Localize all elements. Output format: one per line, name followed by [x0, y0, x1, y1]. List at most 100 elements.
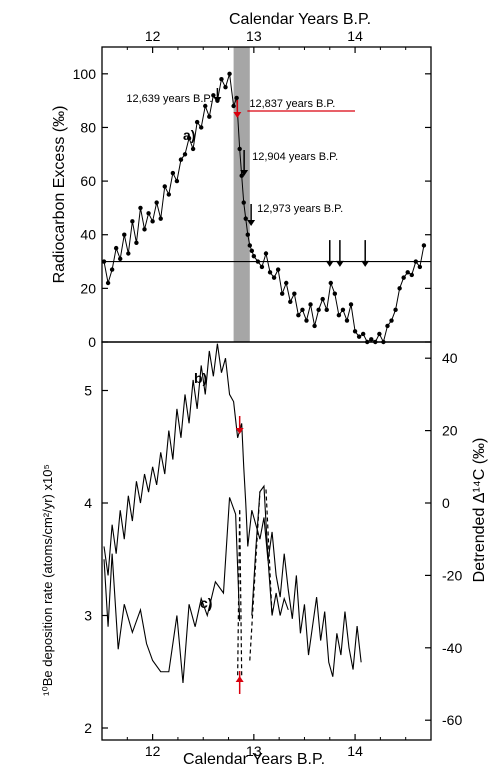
panel-a-data-point	[369, 337, 374, 342]
panel-a-extra-arrow-head	[325, 260, 334, 267]
panel-a-data-point	[239, 173, 244, 178]
panel-b-y-tick-label: -20	[442, 567, 462, 583]
panel-a-data-point	[304, 318, 309, 323]
panel-a-data-point	[320, 296, 325, 302]
panel-a-data-point	[211, 93, 216, 98]
panel-a-data-point	[178, 157, 184, 162]
panel-a-data-point	[267, 270, 273, 275]
annotation-12904: 12,904 years B.P.	[252, 151, 338, 163]
panel-a-extra-arrow-head	[361, 260, 370, 267]
panel-a-data-point	[249, 248, 255, 254]
panel-c-y-tick-label: 4	[84, 495, 92, 511]
panel-a-data-point	[118, 256, 123, 262]
panel-a-data-point	[393, 307, 398, 313]
panel-a-data-point	[126, 251, 131, 256]
panel-a-y-tick-label: 100	[73, 66, 97, 82]
panel-a-data-point	[158, 216, 163, 221]
panel-a-data-point	[194, 119, 200, 125]
panel-a-data-point	[231, 103, 236, 109]
panel-c-y-tick-label: 3	[84, 608, 92, 624]
panel-a-data-point	[308, 302, 313, 307]
panel-a-y-axis-title: Radiocarbon Excess (‰)	[51, 106, 68, 284]
panel-b-y-axis-title: Detrended Δ¹⁴C (‰)	[471, 438, 488, 583]
panel-a-data-point	[259, 264, 265, 270]
panel-a-extra-arrow-head	[335, 260, 344, 267]
panel-a-data-point	[113, 245, 119, 251]
annotation-12973-arrow-head	[247, 220, 256, 226]
top-x-tick-label: 13	[246, 28, 262, 44]
panel-a-data-point	[237, 146, 242, 152]
annotation-12904-arrow-head	[240, 170, 249, 176]
panel-a-data-point	[397, 286, 402, 291]
panel-a-data-point	[409, 272, 414, 278]
panel-a-data-point	[373, 339, 378, 345]
top-x-axis-title: Calendar Years B.P.	[229, 11, 371, 28]
panel-a-y-tick-label: 60	[80, 173, 96, 189]
panel-a-data-point	[385, 323, 390, 329]
panel-b-y-tick-label: -40	[442, 640, 462, 656]
panel-a-data-point	[162, 184, 167, 189]
panel-a-data-point	[344, 318, 350, 323]
panel-a-data-point	[247, 243, 252, 248]
annotation-12837: 12,837 years B.P.	[249, 98, 335, 110]
panel-a-data-point	[284, 280, 289, 286]
panel-a-data-point	[182, 152, 188, 157]
panel-a-data-point	[186, 135, 192, 141]
panel-a-data-point	[340, 307, 346, 313]
panel-c-y-tick-label: 2	[84, 720, 92, 736]
panel-a-label: a)	[183, 127, 195, 143]
panel-a-data-point	[241, 200, 246, 205]
panel-a-data-point	[150, 219, 155, 224]
panel-a-data-point	[166, 192, 172, 197]
panel-a-data-point	[105, 280, 111, 286]
panel-a-data-point	[207, 114, 212, 119]
panel-a-data-point	[101, 259, 107, 264]
panel-a-data-point	[227, 71, 232, 77]
panel-b-y-tick-label: -60	[442, 712, 462, 728]
panel-a-data-point	[154, 200, 159, 205]
panel-a-y-tick-label: 20	[80, 280, 96, 296]
panel-b-y-tick-label: 40	[442, 350, 458, 366]
panel-b-y-tick-label: 0	[442, 495, 450, 511]
panel-c-y-axis-title: ¹⁰Be deposition rate (atoms/cm²/yr) x10⁵	[40, 464, 55, 696]
panel-a-data-point	[413, 259, 419, 264]
panel-a-data-point	[389, 318, 394, 323]
panel-a-data-point	[328, 280, 333, 286]
panel-c-dashed-connector-2	[265, 489, 273, 616]
panel-a-data-point	[316, 307, 321, 313]
panel-a-data-point	[263, 251, 269, 256]
annotation-12639-arrow-head	[213, 97, 222, 103]
panel-a-data-point	[190, 146, 196, 152]
panel-a-data-point	[174, 178, 180, 184]
panel-a-data-point	[223, 85, 228, 90]
top-x-tick-label: 12	[145, 28, 161, 44]
panel-a-data-point	[348, 302, 354, 307]
panel-a-data-point	[324, 307, 329, 313]
panel-a-data-point	[134, 240, 139, 245]
panel-b-series-line	[103, 343, 362, 677]
panel-a-data-point	[199, 125, 204, 130]
panel-a-y-tick-label: 40	[80, 227, 96, 243]
panel-c-red-arrow-head	[235, 676, 244, 682]
panel-a-data-point	[300, 307, 305, 313]
panel-a-data-point	[336, 312, 342, 318]
panel-a-data-point	[401, 275, 406, 280]
panel-a-data-point	[255, 259, 261, 264]
bottom-x-tick-label: 12	[145, 743, 161, 759]
panel-a-data-point	[332, 291, 338, 296]
panel-a-data-point	[234, 95, 239, 101]
panel-a-data-point	[417, 264, 423, 270]
panel-a-data-point	[360, 331, 366, 337]
annotation-12973: 12,973 years B.P.	[257, 203, 343, 215]
panel-a-data-point	[138, 205, 143, 211]
panel-a-data-point	[146, 211, 151, 216]
panel-a-data-point	[245, 232, 250, 237]
panel-a-data-point	[122, 232, 127, 237]
panel-a-data-point	[130, 219, 135, 224]
panel-a-data-point	[421, 243, 427, 248]
panel-a-data-point	[377, 331, 382, 337]
panel-b-red-arrow-head	[235, 428, 244, 434]
panel-a-data-point	[243, 216, 248, 221]
panel-a-data-point	[271, 275, 277, 280]
